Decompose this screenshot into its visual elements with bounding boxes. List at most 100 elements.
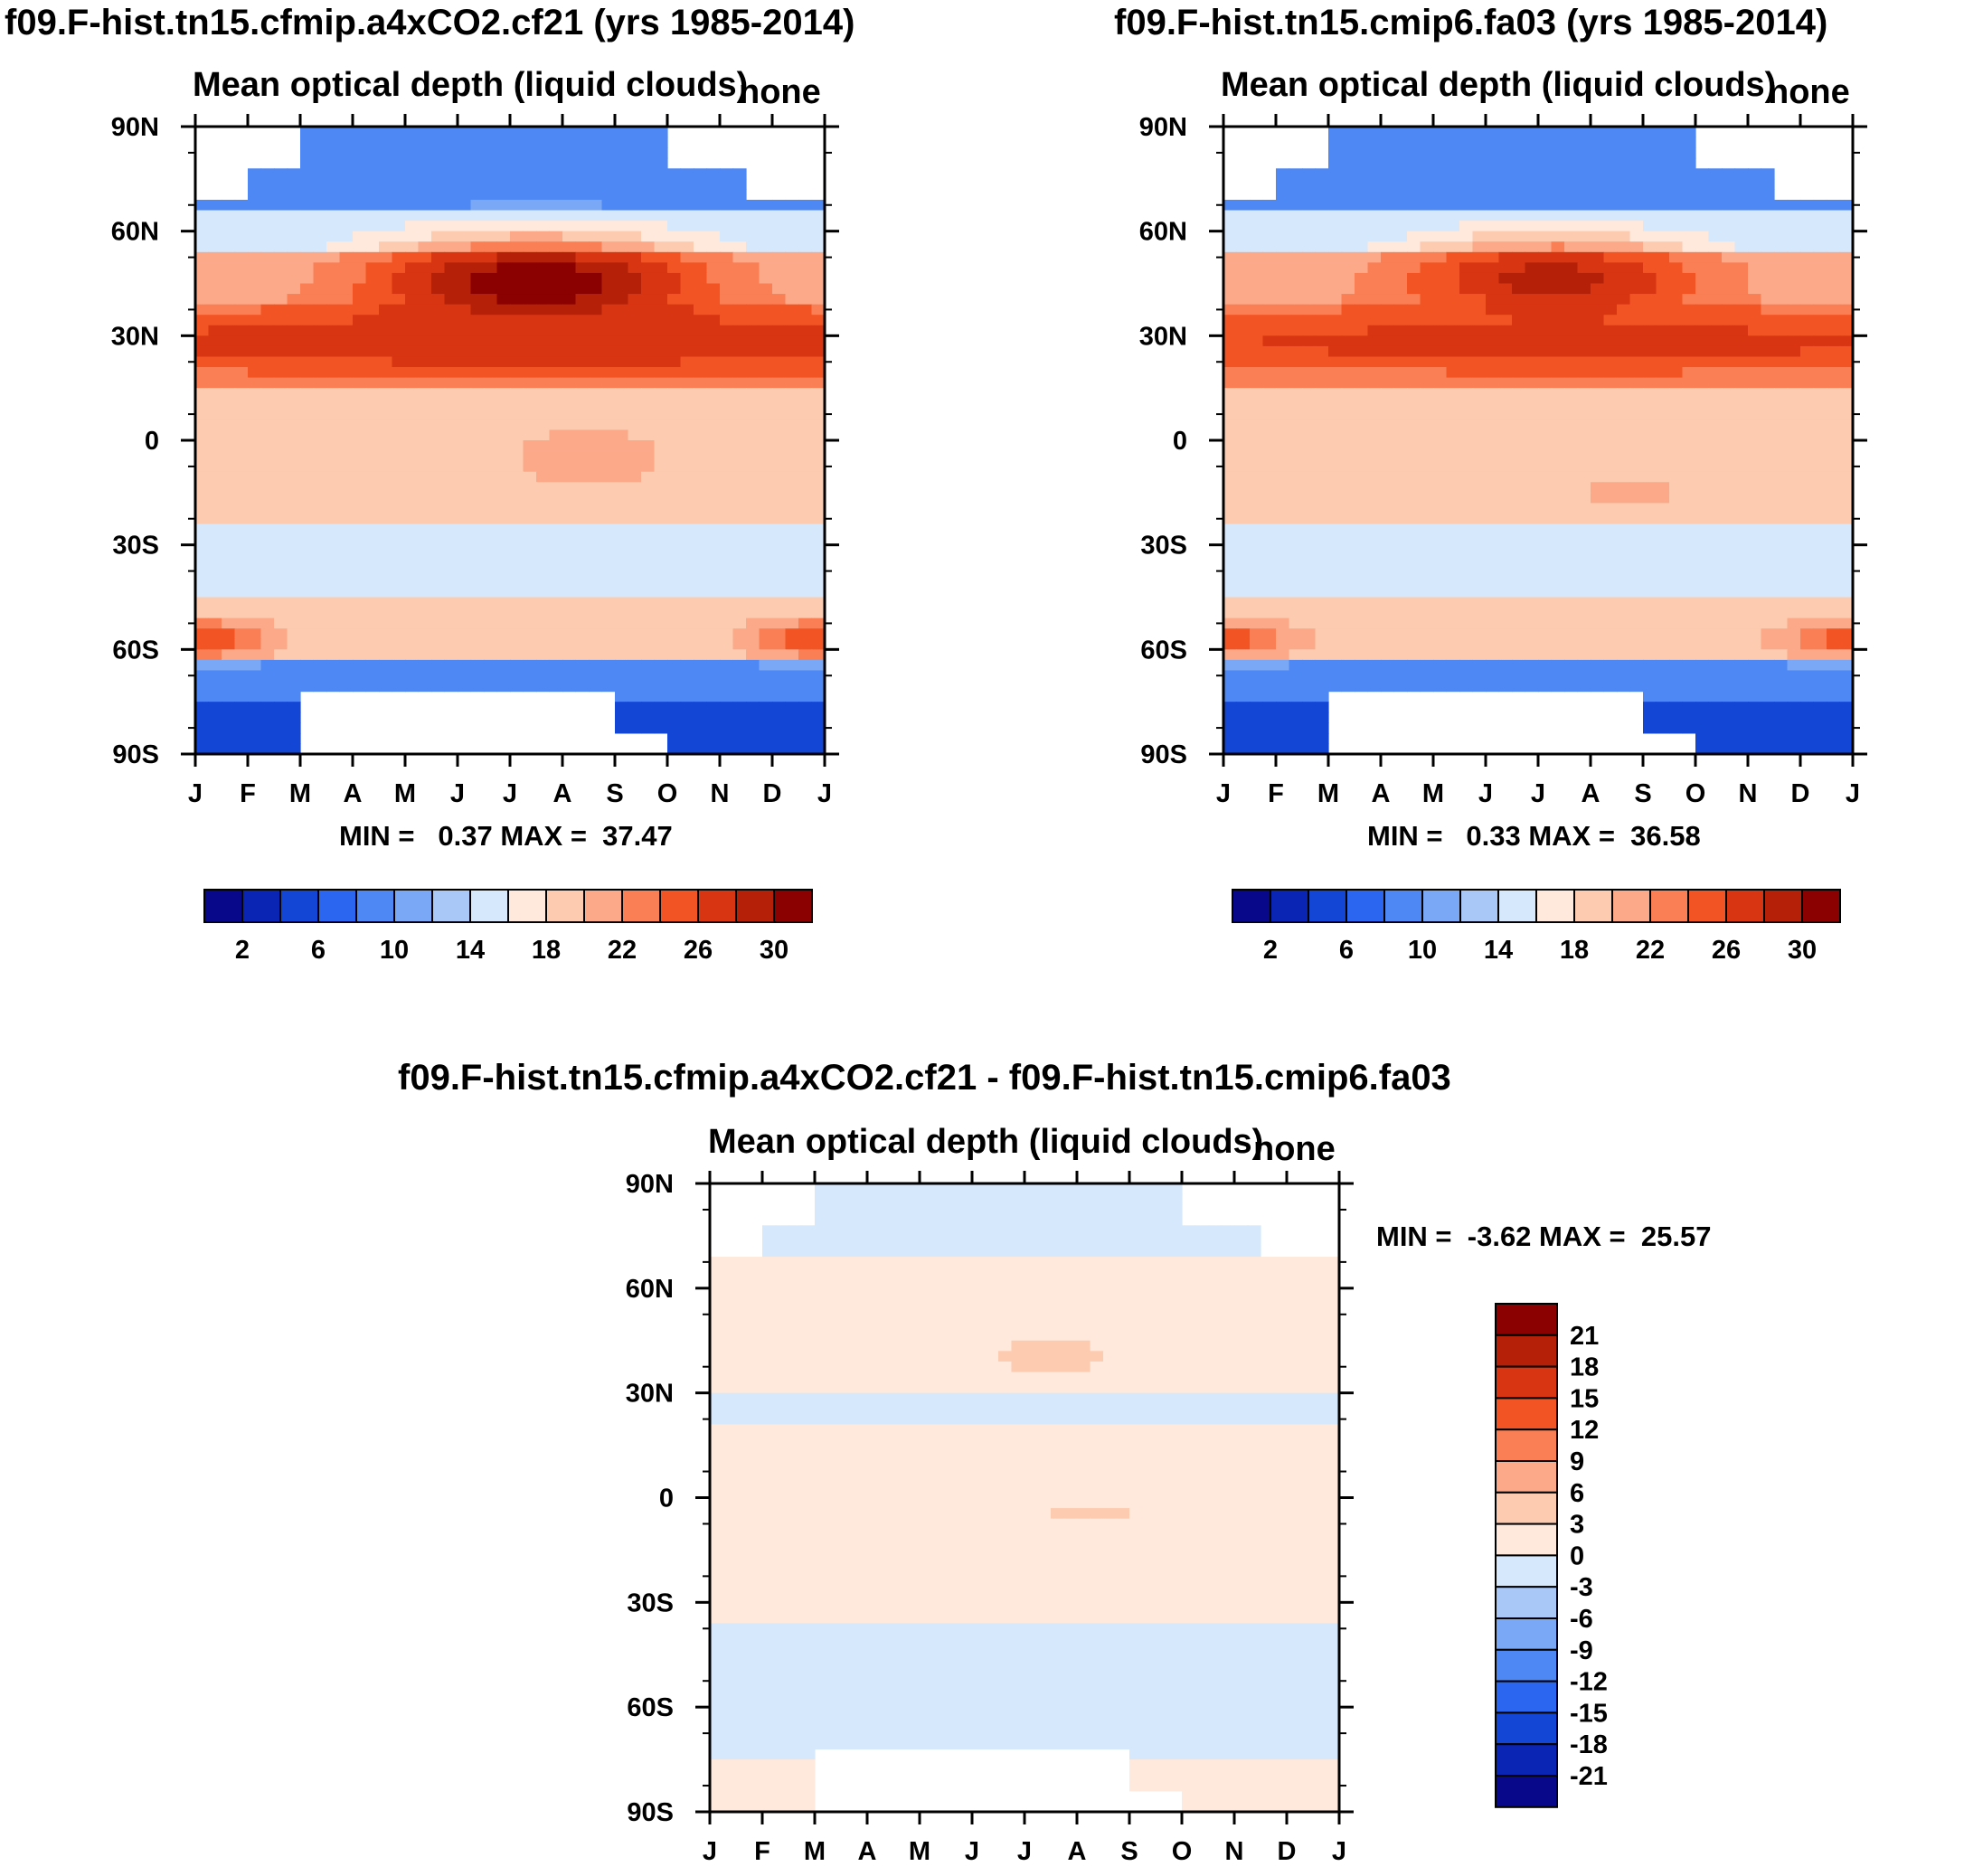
heatmap-cell	[1420, 534, 1434, 546]
heatmap-cell	[1302, 294, 1317, 306]
heatmap-cell	[1591, 576, 1605, 588]
heatmap-cell	[1459, 409, 1474, 420]
heatmap-cell	[287, 221, 301, 232]
heatmap-cell	[654, 127, 668, 138]
heatmap-cell	[1355, 283, 1369, 295]
heatmap-cell	[1669, 565, 1684, 577]
heatmap-cell	[1393, 189, 1408, 201]
heatmap-cell	[1564, 429, 1579, 441]
heatmap-cell	[1407, 638, 1421, 650]
heatmap-cell	[1603, 294, 1618, 306]
heatmap-cell	[339, 272, 354, 285]
heatmap-cell	[1223, 461, 1238, 473]
heatmap-cell	[1302, 251, 1317, 263]
heatmap-cell	[1761, 534, 1775, 546]
heatmap-cell	[1367, 283, 1382, 295]
heatmap-cell	[1787, 492, 1801, 504]
heatmap-cell	[1774, 388, 1789, 400]
heatmap-cell	[1813, 283, 1827, 295]
heatmap-cell	[1591, 617, 1605, 629]
heatmap-cell	[694, 272, 708, 285]
heatmap-cell	[1813, 409, 1827, 420]
heatmap-cell	[1813, 555, 1827, 567]
heatmap-cell	[1800, 597, 1815, 608]
heatmap-cell	[1341, 377, 1355, 389]
heatmap-cell	[1512, 503, 1526, 514]
heatmap-cell	[431, 157, 446, 169]
heatmap-cell	[1512, 555, 1526, 567]
heatmap-cell	[1367, 388, 1382, 400]
heatmap-cell	[1813, 492, 1827, 504]
heatmap-cell	[1761, 398, 1775, 410]
heatmap-cell	[1629, 388, 1644, 400]
heatmap-cell	[536, 199, 551, 212]
heatmap-cell	[1341, 419, 1355, 431]
heatmap-cell	[1355, 638, 1369, 650]
heatmap-cell	[431, 283, 446, 295]
heatmap-cell	[470, 189, 485, 201]
heatmap-cell	[1459, 534, 1474, 546]
heatmap-cell	[1472, 325, 1487, 336]
heatmap-cell	[1472, 157, 1487, 169]
heatmap-cell	[1472, 523, 1487, 535]
heatmap-cell	[1459, 617, 1474, 629]
heatmap-cell	[1276, 617, 1290, 629]
heatmap-cell	[1629, 325, 1644, 336]
heatmap-cell	[1643, 367, 1657, 379]
heatmap-cell	[1250, 513, 1264, 525]
heatmap-cell	[1472, 147, 1487, 159]
heatmap-cell	[1446, 294, 1460, 306]
heatmap-cell	[1800, 262, 1815, 274]
heatmap-cell	[1748, 419, 1762, 431]
heatmap-cell	[628, 157, 642, 169]
heatmap-cell	[1367, 534, 1382, 546]
heatmap-cell	[1433, 157, 1448, 169]
heatmap-cell	[1525, 608, 1539, 619]
heatmap-cell	[1276, 544, 1290, 556]
heatmap-cell	[1328, 544, 1343, 556]
heatmap-cell	[1446, 388, 1460, 400]
heatmap-cell	[1591, 345, 1605, 358]
heatmap-cell	[1629, 377, 1644, 389]
heatmap-cell	[1512, 137, 1526, 148]
heatmap-cell	[1420, 221, 1434, 232]
heatmap-cell	[1328, 419, 1343, 431]
heatmap-cell	[1591, 221, 1605, 232]
heatmap-cell	[1512, 440, 1526, 452]
heatmap-cell	[1393, 482, 1408, 494]
heatmap-cell	[1459, 597, 1474, 608]
heatmap-cell	[641, 127, 656, 138]
heatmap-cell	[1695, 398, 1710, 410]
heatmap-cell	[772, 199, 787, 212]
heatmap-cell	[1643, 586, 1657, 599]
heatmap-cell	[1656, 534, 1670, 546]
heatmap-cell	[1669, 617, 1684, 629]
heatmap-cell	[1341, 137, 1355, 148]
heatmap-cell	[274, 294, 288, 306]
heatmap-cell	[379, 189, 393, 201]
heatmap-cell	[353, 157, 367, 169]
heatmap-cell	[1250, 608, 1264, 619]
heatmap-cell	[1407, 482, 1421, 494]
heatmap-cell	[1341, 283, 1355, 295]
heatmap-cell	[1512, 283, 1526, 295]
heatmap-cell	[1289, 440, 1303, 452]
heatmap-cell	[720, 168, 734, 180]
heatmap-cell	[431, 137, 446, 148]
heatmap-cell	[1656, 409, 1670, 420]
heatmap-cell	[484, 137, 498, 148]
heatmap-cell	[1262, 586, 1277, 599]
heatmap-cell	[1262, 523, 1277, 535]
heatmap-cell	[1551, 555, 1565, 567]
heatmap-cell	[1498, 461, 1513, 473]
heatmap-cell	[1722, 356, 1736, 368]
heatmap-cell	[1722, 304, 1736, 316]
heatmap-cell	[1669, 283, 1684, 295]
heatmap-cell	[1433, 534, 1448, 546]
heatmap-cell	[1656, 315, 1670, 326]
heatmap-cell	[1800, 199, 1815, 212]
heatmap-cell	[458, 199, 472, 212]
heatmap-cell	[1643, 127, 1657, 138]
heatmap-cell	[1748, 345, 1762, 358]
heatmap-cell	[1512, 409, 1526, 420]
